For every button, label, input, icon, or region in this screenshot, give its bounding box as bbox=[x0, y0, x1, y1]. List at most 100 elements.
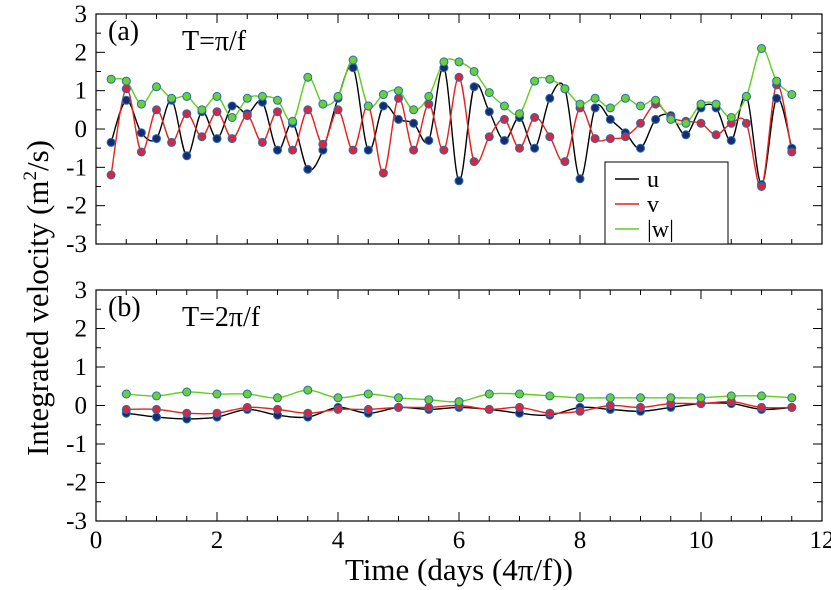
data-point-v-4 bbox=[167, 137, 177, 147]
y-tick-label: 0 bbox=[75, 116, 88, 143]
data-point-v-28 bbox=[530, 113, 540, 122]
x-tick-label: 10 bbox=[689, 527, 714, 554]
data-point-v-30 bbox=[560, 157, 570, 167]
data-point-u-23 bbox=[454, 176, 464, 186]
data-point-v-27 bbox=[515, 143, 524, 153]
data-point-v-25 bbox=[484, 132, 494, 142]
data-point-u-28 bbox=[530, 143, 540, 153]
data-point-v-14 bbox=[318, 139, 328, 149]
data-point-abs-wabs--13 bbox=[303, 72, 313, 82]
data-point-abs-wabs--19 bbox=[696, 393, 706, 403]
data-point-v-8 bbox=[363, 404, 373, 414]
data-point-abs-wabs--3 bbox=[152, 82, 161, 92]
data-point-abs-wabs--35 bbox=[636, 101, 645, 111]
data-point-abs-wabs--41 bbox=[726, 113, 736, 122]
data-point-v-9 bbox=[242, 111, 252, 121]
data-point-v-12 bbox=[288, 145, 298, 155]
x-tick-label: 6 bbox=[453, 527, 466, 554]
data-point-abs-wabs--4 bbox=[167, 93, 177, 103]
data-point-v-23 bbox=[454, 72, 464, 82]
data-point-u-36 bbox=[651, 114, 661, 124]
data-point-abs-wabs--3 bbox=[212, 389, 222, 399]
data-point-abs-wabs--15 bbox=[333, 91, 343, 101]
data-point-abs-wabs--7 bbox=[333, 393, 343, 403]
data-point-v-16 bbox=[605, 401, 615, 410]
data-point-abs-wabs--45 bbox=[787, 90, 797, 99]
panel-tag: (b) bbox=[108, 292, 141, 323]
data-point-v-18 bbox=[378, 168, 388, 178]
data-point-u-13 bbox=[303, 164, 313, 174]
legend: uv|w| bbox=[604, 161, 729, 245]
data-point-v-24 bbox=[469, 157, 479, 167]
y-axis-label: Integrated velocity (m2/s) bbox=[20, 140, 55, 456]
y-tick-label: 2 bbox=[75, 39, 88, 66]
data-point-v-1 bbox=[121, 84, 131, 94]
data-point-abs-wabs--1 bbox=[121, 76, 131, 86]
data-point-u-0 bbox=[106, 137, 116, 147]
data-point-abs-wabs--2 bbox=[182, 387, 192, 397]
data-point-abs-wabs--38 bbox=[681, 118, 691, 128]
data-point-abs-wabs--44 bbox=[772, 76, 782, 86]
data-point-u-7 bbox=[212, 134, 222, 144]
x-tick-label: 8 bbox=[574, 527, 587, 554]
data-point-abs-wabs--22 bbox=[787, 393, 797, 403]
data-point-abs-wabs--2 bbox=[136, 99, 146, 109]
data-point-u-29 bbox=[545, 93, 555, 103]
data-point-u-5 bbox=[182, 151, 192, 161]
data-point-v-13 bbox=[515, 402, 524, 412]
x-tick-label: 0 bbox=[90, 527, 103, 554]
data-point-v-45 bbox=[787, 147, 797, 157]
data-point-abs-wabs--6 bbox=[303, 385, 313, 395]
data-point-abs-wabs--12 bbox=[288, 116, 298, 126]
data-point-abs-wabs--25 bbox=[484, 88, 494, 98]
data-point-abs-wabs--37 bbox=[666, 114, 676, 124]
data-point-abs-wabs--24 bbox=[469, 67, 479, 76]
data-point-v-0 bbox=[106, 170, 116, 180]
x-tick-label: 2 bbox=[211, 527, 224, 554]
data-point-v-10 bbox=[424, 402, 434, 412]
data-point-abs-wabs--32 bbox=[590, 93, 600, 103]
data-point-abs-wabs--14 bbox=[318, 99, 328, 109]
data-point-abs-wabs--14 bbox=[545, 391, 555, 401]
data-point-abs-wabs--0 bbox=[106, 74, 116, 84]
data-point-v-1 bbox=[152, 404, 161, 414]
data-point-v-5 bbox=[273, 404, 282, 414]
y-tick-label: -2 bbox=[66, 470, 87, 497]
data-point-abs-wabs--22 bbox=[439, 57, 449, 67]
data-point-v-8 bbox=[227, 134, 237, 144]
data-point-v-0 bbox=[121, 404, 131, 414]
y-tick-label: 1 bbox=[75, 354, 88, 381]
data-point-v-3 bbox=[152, 105, 161, 115]
data-point-v-40 bbox=[711, 130, 721, 140]
data-point-abs-wabs--31 bbox=[575, 99, 585, 109]
x-tick-label: 12 bbox=[810, 527, 831, 554]
data-point-v-22 bbox=[787, 402, 797, 412]
data-point-abs-wabs--17 bbox=[636, 393, 645, 403]
data-point-abs-wabs--1 bbox=[152, 391, 161, 401]
y-tick-label: -3 bbox=[66, 508, 87, 535]
data-point-abs-wabs--7 bbox=[212, 91, 222, 101]
data-point-u-20 bbox=[409, 118, 419, 128]
data-point-v-9 bbox=[394, 402, 403, 412]
data-point-abs-wabs--6 bbox=[197, 105, 207, 115]
y-tick-label: -3 bbox=[66, 231, 87, 258]
data-point-abs-wabs--16 bbox=[348, 55, 358, 65]
data-point-abs-wabs--8 bbox=[227, 113, 237, 122]
data-point-abs-wabs--10 bbox=[424, 395, 434, 405]
y-tick-label: 0 bbox=[75, 393, 88, 420]
data-point-abs-wabs--26 bbox=[499, 101, 509, 111]
data-point-v-42 bbox=[741, 118, 751, 128]
data-point-abs-wabs--39 bbox=[696, 99, 706, 109]
data-point-abs-wabs--40 bbox=[711, 99, 721, 109]
data-point-abs-wabs--4 bbox=[242, 389, 252, 399]
data-point-u-26 bbox=[499, 136, 509, 145]
data-point-v-15 bbox=[575, 406, 585, 416]
data-point-v-2 bbox=[182, 408, 192, 418]
y-tick-label: -1 bbox=[66, 431, 87, 458]
data-point-abs-wabs--42 bbox=[741, 91, 751, 101]
data-point-v-12 bbox=[484, 404, 494, 414]
data-point-abs-wabs--11 bbox=[454, 397, 464, 407]
data-point-abs-wabs--30 bbox=[560, 84, 570, 94]
